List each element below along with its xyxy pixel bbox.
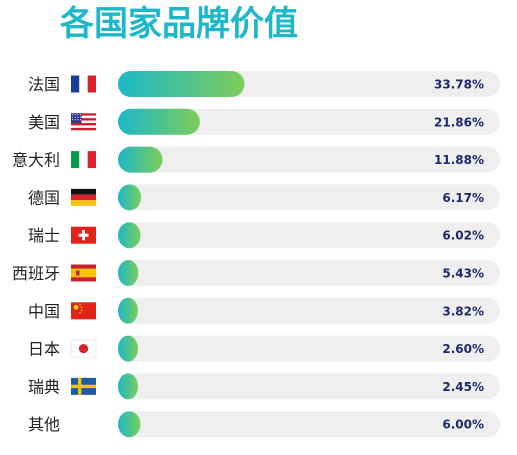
japan-flag [70,339,97,358]
switzerland-flag [71,226,96,244]
category-label: 瑞士 [28,226,60,245]
bar [118,260,139,286]
bar-track [118,108,500,135]
bar [118,146,163,173]
category-label: 法国 [28,75,60,94]
bar [118,411,141,438]
category-label: 瑞典 [28,377,60,396]
chart-title: 各国家品牌价值 [60,4,298,44]
value-label: 11.88% [434,153,484,167]
value-label: 3.82% [442,304,484,318]
china-flag [71,302,96,320]
value-label: 21.86% [434,115,484,129]
value-label: 2.60% [442,342,484,356]
usa-flag [71,113,96,131]
bar [118,335,138,362]
value-label: 6.00% [442,418,484,432]
france-flag [71,75,96,93]
bar [118,184,142,211]
category-label: 其他 [28,415,60,434]
sweden-flag [71,377,96,395]
value-label: 6.17% [442,191,484,205]
category-label: 德国 [28,188,60,207]
bar [118,373,138,400]
category-label: 意大利 [12,151,60,170]
bar [118,297,138,324]
bar [118,222,141,249]
value-label: 6.02% [442,229,484,243]
bar-track [118,297,500,324]
bar-track [118,184,500,211]
category-label: 美国 [28,113,60,132]
bar-track [118,335,500,362]
value-label: 2.45% [442,380,484,394]
bar-track [118,373,500,400]
bar-track [118,222,500,249]
bar [118,71,245,97]
bar [118,108,200,135]
bar-track [118,146,500,173]
category-label: 西班牙 [12,264,60,283]
value-label: 5.43% [442,267,484,281]
spain-flag [71,264,96,282]
italy-flag [71,151,96,169]
value-label: 33.78% [434,78,484,92]
bar-track [118,411,500,438]
germany-flag [71,188,96,206]
category-label: 日本 [28,340,60,359]
category-label: 中国 [28,302,60,321]
bar-track [118,260,500,286]
